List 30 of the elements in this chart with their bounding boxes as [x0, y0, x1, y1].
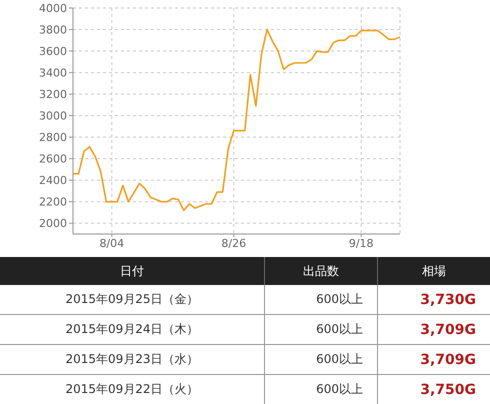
- y-tick-label: 4000: [39, 2, 67, 15]
- text: 3,750G: [420, 382, 476, 398]
- y-tick-label: 2200: [39, 196, 67, 209]
- category-label: 日付: [0, 257, 265, 285]
- category-label: 2015年09月24日（木）: [65, 322, 199, 336]
- category-label: 2015年09月25日（金）: [65, 292, 199, 306]
- text: 3,709G: [420, 352, 476, 368]
- x-tick-label: 8/04: [99, 236, 124, 250]
- y-tick-label: 3400: [39, 66, 67, 80]
- x-tick-label: 8/26: [221, 236, 246, 250]
- text: 600以上: [316, 382, 363, 396]
- y-tick-label: 2600: [39, 152, 67, 166]
- y-tick-label: 2000: [39, 217, 67, 230]
- text: 600以上: [316, 352, 363, 366]
- y-tick-label: 2400: [39, 174, 67, 188]
- y-tick-label: 3000: [39, 110, 67, 123]
- y-tick-label: 2800: [39, 131, 67, 144]
- line-series: [73, 28, 400, 212]
- y-tick-label: 3600: [39, 44, 67, 58]
- category-label: 2015年09月22日（火）: [65, 382, 199, 396]
- category-label: 相場: [421, 262, 447, 280]
- text: 3,709G: [420, 322, 476, 338]
- text: 3,730G: [420, 292, 476, 308]
- text: 600以上: [316, 292, 363, 306]
- category-label: 出品数: [265, 257, 378, 285]
- y-tick-label: 3800: [39, 23, 67, 36]
- category-label: 2015年09月23日（水）: [65, 352, 199, 366]
- x-tick-label: 9/18: [348, 236, 374, 250]
- y-tick-label: 3200: [39, 88, 67, 101]
- text: 600以上: [316, 322, 363, 336]
